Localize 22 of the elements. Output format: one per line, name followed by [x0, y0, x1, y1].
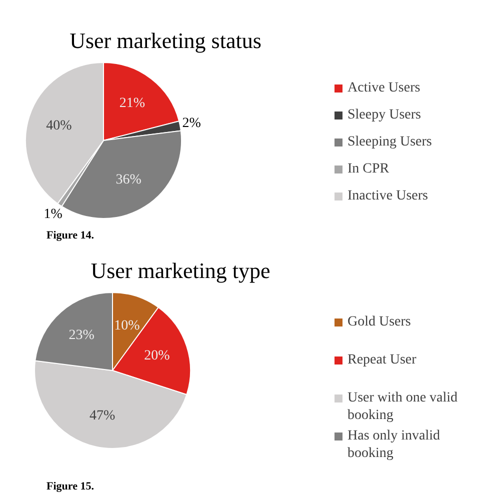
data-label: 21%	[119, 96, 146, 112]
data-label: 1%	[44, 207, 63, 222]
legend-label: Has only invalid booking	[348, 428, 440, 461]
legend-label: Inactive Users	[348, 188, 428, 204]
data-label: 20%	[144, 348, 170, 364]
data-label: 36%	[116, 172, 142, 188]
legend-label: Gold Users	[348, 314, 411, 330]
caption: Figure 14.	[46, 230, 94, 242]
caption: Figure 15.	[46, 480, 94, 492]
legend-label: User with one valid booking	[348, 390, 458, 423]
chart-title: User marketing status	[70, 28, 262, 53]
legend-label: Repeat User	[348, 352, 417, 368]
data-label: 2%	[182, 116, 202, 132]
data-label: 23%	[68, 328, 95, 343]
legend-label: Sleeping Users	[348, 134, 432, 150]
legend-label: Sleepy Users	[348, 108, 421, 122]
chart-title: User marketing type	[90, 258, 270, 283]
data-label: 47%	[89, 408, 116, 424]
data-label: 40%	[46, 118, 72, 134]
legend-label: In CPR	[348, 162, 390, 176]
data-label: 10%	[114, 318, 140, 334]
legend-label: Active Users	[348, 80, 420, 96]
